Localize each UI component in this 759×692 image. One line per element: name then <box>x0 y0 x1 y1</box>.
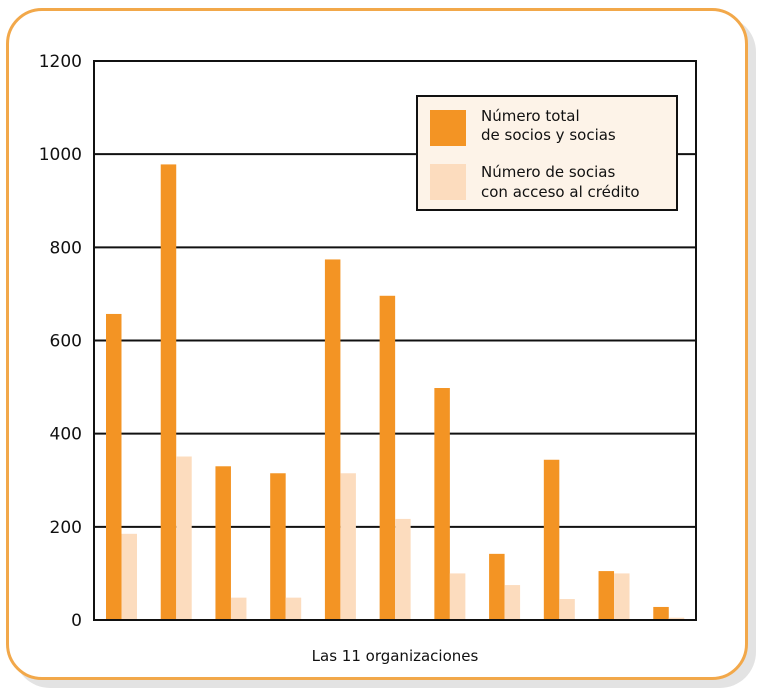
y-tick-label: 800 <box>50 238 82 258</box>
bar-women-credit <box>504 585 521 620</box>
bar-total-members <box>270 473 286 620</box>
bar-women-credit <box>285 597 302 620</box>
y-tick-label: 400 <box>50 425 82 445</box>
bar-women-credit <box>230 597 247 620</box>
bar-women-credit <box>614 573 630 620</box>
y-tick-label: 0 <box>71 611 82 631</box>
bar-total-members <box>106 313 122 620</box>
y-tick-labels: 0 200 400 600 800 1000 1200 <box>39 52 82 631</box>
legend-label-total-line1: Número total <box>481 107 580 125</box>
legend-label-credit-line2: con acceso al crédito <box>481 183 640 201</box>
bar-total-members <box>324 259 341 620</box>
bar-women-credit <box>340 473 356 620</box>
bar-total-members <box>543 459 560 620</box>
y-tick-label: 1000 <box>39 145 82 165</box>
legend-label-credit-line1: Número de socias <box>481 163 615 181</box>
bars <box>106 164 685 621</box>
bar-women-credit <box>449 573 466 620</box>
bar-women-credit <box>668 617 685 620</box>
bar-total-members <box>160 164 177 621</box>
y-tick-label: 1200 <box>39 52 82 72</box>
legend-label-total-line2: de socios y socias <box>481 126 616 144</box>
y-tick-label: 200 <box>50 518 82 538</box>
bar-total-members <box>215 466 231 620</box>
bar-women-credit <box>121 533 137 620</box>
bar-total-members <box>434 388 450 620</box>
bar-women-credit <box>176 456 192 620</box>
bar-women-credit <box>559 599 575 620</box>
axes <box>93 60 697 621</box>
legend-swatch-total <box>430 110 466 146</box>
bar-total-members <box>598 571 615 620</box>
y-tick-label: 600 <box>50 332 82 352</box>
bar-women-credit <box>395 518 411 620</box>
plot-frame <box>93 60 697 621</box>
bar-total-members <box>653 606 669 620</box>
bar-total-members <box>489 553 505 620</box>
legend-swatch-credit <box>430 164 466 200</box>
legend: Número total de socios y socias Número d… <box>416 95 678 211</box>
bar-total-members <box>379 295 396 620</box>
x-axis-label: Las 11 organizaciones <box>312 647 479 665</box>
